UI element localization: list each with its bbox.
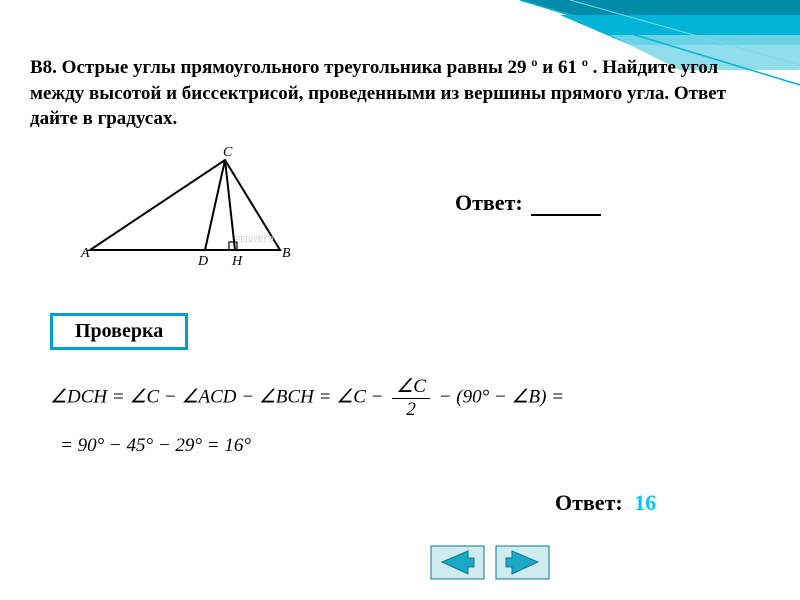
triangle-diagram: A B C D H [75,145,295,275]
vertex-a-label: A [80,246,90,261]
nav-buttons [430,545,550,580]
final-answer-label: Ответ: [555,490,623,515]
fraction-num: ∠C [392,375,430,399]
fraction: ∠C 2 [392,375,430,421]
answer-blank: Ответ: [455,190,601,216]
vertex-d-label: D [197,254,208,269]
answer-label: Ответ: [455,190,523,215]
prev-button[interactable] [430,545,485,580]
formula-part2: − (90° − ∠B) = [439,386,564,407]
formula-line-2: = 90° − 45° − 29° = 16° [60,435,251,457]
vertex-h-label: H [231,254,243,269]
watermark: РЕШУЕГЭ [235,235,274,244]
fraction-den: 2 [392,399,430,421]
vertex-b-label: B [282,246,291,261]
vertex-c-label: C [223,145,233,160]
check-button[interactable]: Проверка [50,313,188,350]
problem-text: В8. Острые углы прямоугольного треугольн… [30,55,770,132]
final-answer: Ответ: 16 [555,490,656,516]
formula-part1: ∠DCH = ∠C − ∠ACD − ∠BCH = ∠C − [50,386,388,407]
formula-line-1: ∠DCH = ∠C − ∠ACD − ∠BCH = ∠C − ∠C 2 − (9… [50,375,564,421]
next-button[interactable] [495,545,550,580]
final-answer-value: 16 [634,490,656,515]
